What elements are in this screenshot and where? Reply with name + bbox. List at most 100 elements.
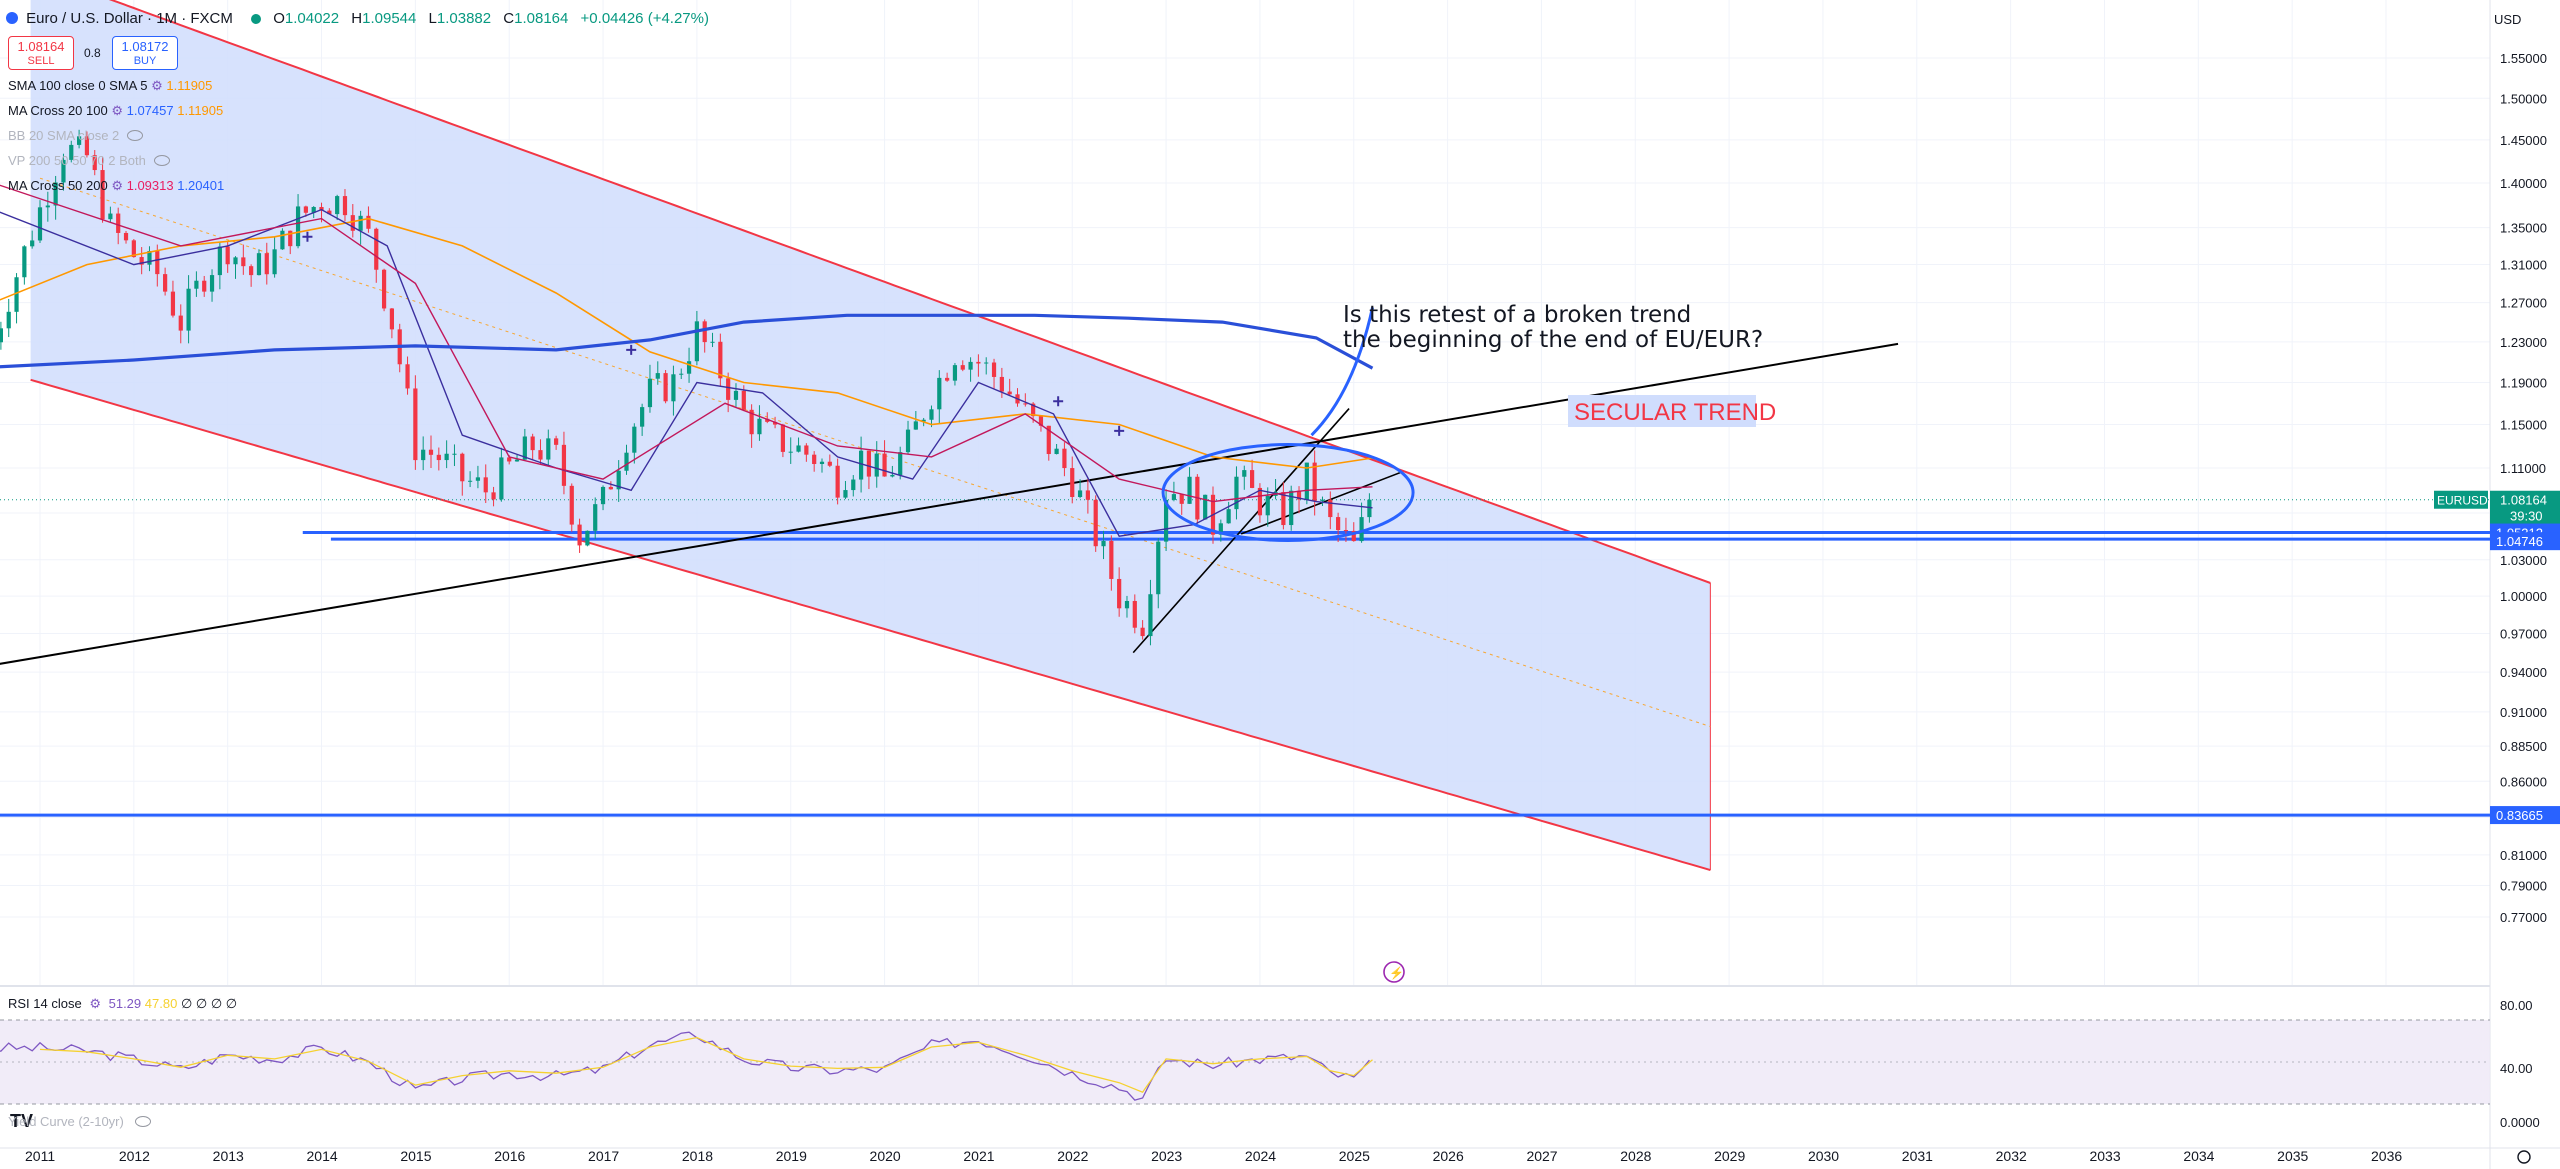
candle-body[interactable] bbox=[1101, 540, 1106, 547]
currency-label[interactable]: USD bbox=[2494, 12, 2522, 27]
candle-body[interactable] bbox=[640, 407, 645, 427]
candle-body[interactable] bbox=[1226, 509, 1231, 524]
candle-body[interactable] bbox=[671, 374, 676, 402]
ma-200-line[interactable] bbox=[0, 313, 1374, 370]
candle-body[interactable] bbox=[92, 155, 97, 171]
candle-body[interactable] bbox=[968, 361, 973, 370]
candle-body[interactable] bbox=[264, 253, 269, 275]
candle-body[interactable] bbox=[288, 230, 293, 247]
candle-body[interactable] bbox=[335, 196, 340, 215]
candle-body[interactable] bbox=[859, 450, 864, 480]
candle-body[interactable] bbox=[147, 251, 152, 265]
candle-body[interactable] bbox=[991, 362, 997, 377]
candle-body[interactable] bbox=[319, 207, 324, 211]
candle-body[interactable] bbox=[913, 421, 918, 430]
candle-body[interactable] bbox=[1070, 468, 1075, 498]
candle-body[interactable] bbox=[272, 249, 277, 275]
candle-body[interactable] bbox=[0, 328, 3, 343]
candle-body[interactable] bbox=[468, 480, 473, 482]
candle-body[interactable] bbox=[374, 228, 379, 270]
candle-body[interactable] bbox=[561, 444, 567, 486]
candle-body[interactable] bbox=[483, 477, 488, 493]
candle-body[interactable] bbox=[835, 465, 840, 498]
candle-body[interactable] bbox=[1367, 499, 1372, 518]
candle-body[interactable] bbox=[686, 361, 692, 374]
candle-body[interactable] bbox=[827, 461, 832, 466]
candle-body[interactable] bbox=[585, 530, 590, 546]
candle-body[interactable] bbox=[577, 524, 582, 546]
candle-body[interactable] bbox=[851, 479, 856, 491]
candle-body[interactable] bbox=[413, 388, 418, 461]
hidden-eye-icon[interactable] bbox=[127, 130, 144, 141]
candle-body[interactable] bbox=[898, 452, 903, 475]
candle-body[interactable] bbox=[1171, 494, 1176, 500]
candle-body[interactable] bbox=[1023, 403, 1028, 405]
candle-body[interactable] bbox=[1320, 499, 1325, 501]
wedge-line-steep[interactable] bbox=[1132, 408, 1350, 654]
candle-body[interactable] bbox=[366, 215, 371, 229]
candle-body[interactable] bbox=[679, 373, 684, 375]
candle-body[interactable] bbox=[256, 253, 262, 276]
rsi-line[interactable] bbox=[0, 1031, 1370, 1101]
candle-body[interactable] bbox=[491, 492, 496, 500]
candle-body[interactable] bbox=[444, 453, 449, 461]
hidden-eye-icon[interactable] bbox=[153, 155, 170, 166]
candle-body[interactable] bbox=[1163, 499, 1169, 542]
candle-body[interactable] bbox=[952, 365, 958, 381]
candle-body[interactable] bbox=[1296, 490, 1302, 500]
candle-body[interactable] bbox=[1179, 494, 1184, 504]
candle-body[interactable] bbox=[1062, 448, 1067, 469]
candle-body[interactable] bbox=[1328, 499, 1333, 518]
candle-body[interactable] bbox=[37, 207, 43, 241]
candle-body[interactable] bbox=[514, 459, 520, 462]
candle-body[interactable] bbox=[1124, 600, 1130, 609]
retest-ellipse[interactable] bbox=[1161, 443, 1415, 543]
candle-body[interactable] bbox=[1257, 487, 1263, 516]
candle-body[interactable] bbox=[30, 240, 35, 247]
indicator-legend-row[interactable]: SMA 100 close 0 SMA 5 ⚙ 1.11905 bbox=[8, 78, 212, 94]
candle-body[interactable] bbox=[22, 246, 27, 278]
settings-icon[interactable]: ⚙ bbox=[107, 178, 127, 193]
candle-body[interactable] bbox=[108, 213, 113, 220]
candle-body[interactable] bbox=[819, 461, 825, 465]
candle-body[interactable] bbox=[663, 373, 668, 402]
candle-body[interactable] bbox=[381, 269, 387, 309]
candle-body[interactable] bbox=[233, 257, 238, 265]
candle-body[interactable] bbox=[186, 288, 191, 331]
candle-body[interactable] bbox=[303, 206, 308, 213]
candle-body[interactable] bbox=[733, 390, 739, 400]
candle-body[interactable] bbox=[593, 504, 598, 531]
candle-body[interactable] bbox=[921, 419, 926, 422]
candle-body[interactable] bbox=[327, 210, 332, 215]
buy-button[interactable]: 1.08172 BUY bbox=[112, 36, 178, 70]
candle-body[interactable] bbox=[749, 409, 754, 435]
sell-button[interactable]: 1.08164 SELL bbox=[8, 36, 74, 70]
candle-body[interactable] bbox=[616, 470, 621, 490]
candle-body[interactable] bbox=[600, 486, 606, 505]
candle-body[interactable] bbox=[647, 378, 653, 408]
candle-body[interactable] bbox=[1351, 530, 1356, 542]
candle-body[interactable] bbox=[389, 308, 394, 330]
candle-body[interactable] bbox=[311, 207, 316, 213]
candle-body[interactable] bbox=[69, 144, 74, 160]
candle-body[interactable] bbox=[1054, 448, 1059, 455]
candle-body[interactable] bbox=[14, 277, 19, 312]
candle-body[interactable] bbox=[77, 136, 82, 145]
candle-body[interactable] bbox=[100, 170, 105, 220]
candle-body[interactable] bbox=[945, 377, 950, 381]
candle-body[interactable] bbox=[1156, 541, 1161, 595]
candle-body[interactable] bbox=[116, 213, 121, 233]
candle-body[interactable] bbox=[1218, 523, 1223, 535]
candle-body[interactable] bbox=[655, 373, 660, 379]
candle-body[interactable] bbox=[202, 280, 207, 292]
candle-body[interactable] bbox=[428, 449, 434, 455]
candle-body[interactable] bbox=[194, 280, 199, 289]
candle-body[interactable] bbox=[726, 378, 731, 400]
candle-body[interactable] bbox=[624, 452, 629, 471]
candle-body[interactable] bbox=[874, 453, 879, 477]
candle-body[interactable] bbox=[1109, 540, 1114, 579]
candle-body[interactable] bbox=[295, 206, 301, 247]
candle-body[interactable] bbox=[1265, 495, 1270, 516]
settings-icon[interactable]: ⚙ bbox=[147, 78, 167, 93]
